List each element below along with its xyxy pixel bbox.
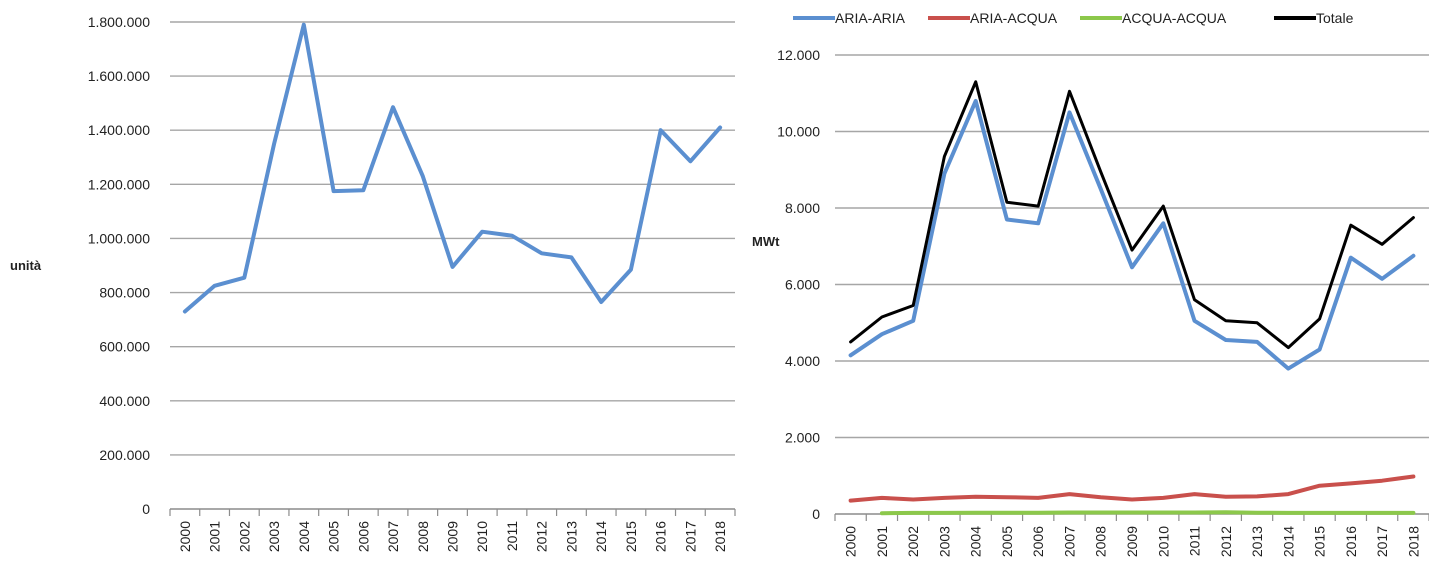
y-tick-label: 800.000 (99, 285, 150, 301)
x-tick-label: 2002 (236, 521, 252, 552)
x-tick-label: 2001 (874, 526, 890, 557)
y-tick-label: 2.000 (785, 430, 820, 446)
y-axis-label: unità (10, 258, 42, 273)
legend-label: Totale (1316, 10, 1354, 26)
x-tick-label: 2018 (712, 521, 728, 552)
y-tick-label: 200.000 (99, 447, 150, 463)
x-tick-label: 2014 (593, 521, 609, 552)
chart-2: 0 2.000 4.000 6.000 8.000 10.000 12.000 2000 200… (752, 10, 1429, 557)
y-tick-label: 0 (142, 501, 150, 517)
x-tick-label: 2016 (1343, 526, 1359, 557)
y-tick-label: 8.000 (785, 200, 820, 216)
y-tick-label: 1.400.000 (88, 122, 150, 138)
series-line-aria-aria (848, 98, 1416, 371)
y-tick-label: 400.000 (99, 393, 150, 409)
x-tick-label: 2011 (1187, 526, 1203, 556)
x-tick-label: 2012 (534, 521, 550, 552)
series-line-totale (849, 80, 1415, 350)
legend: ARIA-ARIA ARIA-ACQUA ACQUA-ACQUA Totale (793, 10, 1354, 26)
series-line-acqua-acqua (879, 510, 1416, 516)
x-tick-label: 2008 (415, 521, 431, 552)
x-tick-label: 2015 (623, 521, 639, 552)
x-tick-label: 2017 (1374, 526, 1390, 557)
y-tick-label: 1.600.000 (88, 68, 150, 84)
x-tick-label: 2010 (474, 521, 490, 552)
x-tick-label: 2017 (682, 521, 698, 552)
x-tick-label: 2013 (1249, 526, 1265, 557)
y-tick-label: 600.000 (99, 339, 150, 355)
y-tick-label: 6.000 (785, 277, 820, 293)
y-tick-label: 1.000.000 (88, 230, 150, 246)
x-tick-label: 2006 (1030, 526, 1046, 557)
x-tick-label: 2003 (936, 526, 952, 557)
y-tick-label: 0 (812, 506, 820, 522)
y-axis-label: MWt (752, 234, 780, 249)
series-line-aria-acqua (848, 474, 1416, 503)
x-tick-label: 2000 (843, 526, 859, 557)
series-line-1 (182, 22, 723, 314)
y-tick-label: 4.000 (785, 353, 820, 369)
x-tick-label: 2000 (177, 521, 193, 552)
legend-label: ACQUA-ACQUA (1122, 10, 1227, 26)
y-tick-label: 1.800.000 (88, 14, 150, 30)
x-tick-label: 2006 (355, 521, 371, 552)
x-tick-label: 2012 (1218, 526, 1234, 557)
x-tick-label: 2007 (385, 521, 401, 552)
legend-label: ARIA-ARIA (835, 10, 906, 26)
x-tick-label: 2009 (445, 521, 461, 552)
x-tick-label: 2004 (296, 521, 312, 552)
x-tick-label: 2005 (999, 526, 1015, 557)
x-tick-label: 2016 (653, 521, 669, 552)
y-tick-label: 12.000 (777, 47, 820, 63)
x-tick-label: 2009 (1124, 526, 1140, 557)
x-tick-label: 2015 (1312, 526, 1328, 557)
x-tick-label: 2007 (1061, 526, 1077, 557)
x-tick-label: 2008 (1093, 526, 1109, 557)
x-tick-label: 2014 (1280, 526, 1296, 557)
y-tick-label: 10.000 (777, 124, 820, 140)
chart-1: 0 200.000 400.000 600.000 800.000 1.000.000 1.… (10, 14, 736, 552)
legend-label: ARIA-ACQUA (970, 10, 1058, 26)
y-tick-label: 1.200.000 (88, 176, 150, 192)
x-tick-label: 2011 (504, 521, 520, 551)
x-tick-label: 2013 (563, 521, 579, 552)
x-tick-label: 2005 (326, 521, 342, 552)
x-tick-label: 2004 (968, 526, 984, 557)
x-tick-label: 2018 (1405, 526, 1421, 557)
x-tick-label: 2010 (1155, 526, 1171, 557)
x-tick-label: 2003 (266, 521, 282, 552)
x-tick-label: 2001 (207, 521, 223, 552)
x-tick-label: 2002 (905, 526, 921, 557)
